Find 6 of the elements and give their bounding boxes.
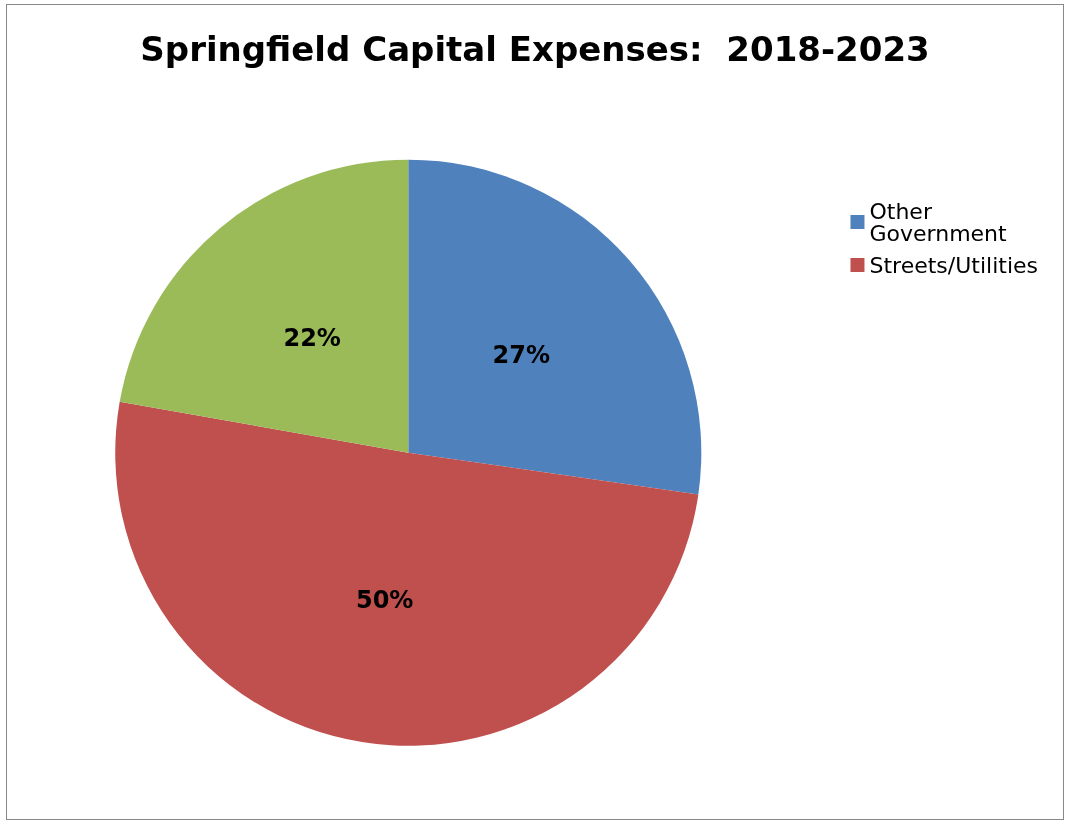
legend-label: Streets/Utilities (869, 252, 1039, 278)
data-label: 27% (492, 340, 551, 369)
legend-label: Other Government (869, 198, 1008, 246)
chart-title: Springfield Capital Expenses: 2018-2023 (140, 29, 930, 69)
data-label: 50% (355, 586, 414, 615)
data-label: 22% (283, 324, 341, 353)
